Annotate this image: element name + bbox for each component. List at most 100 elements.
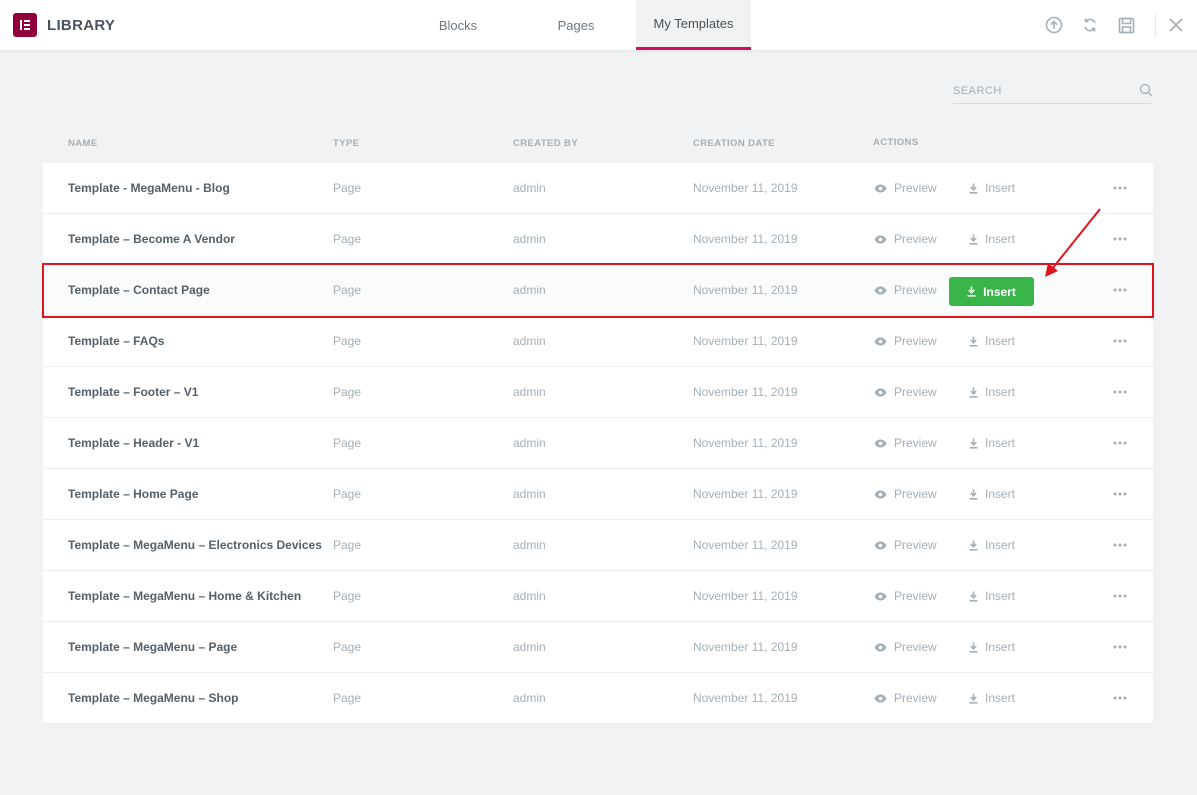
template-type: Page <box>333 589 362 603</box>
search-input[interactable] <box>953 80 1133 102</box>
more-options-icon[interactable] <box>1112 691 1128 705</box>
insert-link-label: Insert <box>985 538 1016 552</box>
insert-link[interactable]: Insert <box>969 622 1015 672</box>
download-icon <box>969 591 985 602</box>
tab-pages[interactable]: Pages <box>557 17 595 33</box>
tab-blocks[interactable]: Blocks <box>438 17 478 33</box>
insert-link[interactable]: Insert <box>969 571 1015 621</box>
template-date: November 11, 2019 <box>693 589 798 603</box>
search-box <box>953 80 1153 104</box>
insert-link[interactable]: Insert <box>969 469 1015 519</box>
preview-link[interactable]: Preview <box>874 469 937 519</box>
sync-icon[interactable] <box>1079 14 1101 36</box>
more-options-icon[interactable] <box>1112 538 1128 552</box>
column-header-type[interactable]: TYPE <box>333 138 360 149</box>
preview-link[interactable]: Preview <box>874 316 937 366</box>
download-icon <box>969 642 985 653</box>
insert-link[interactable]: Insert <box>969 520 1015 570</box>
preview-link[interactable]: Preview <box>874 622 937 672</box>
table-row[interactable]: Template – Footer – V1 Page admin November … <box>43 367 1153 418</box>
table-row[interactable]: Template – MegaMenu – Electronics Device… <box>43 520 1153 571</box>
insert-link-label: Insert <box>985 640 1016 654</box>
eye-icon <box>874 592 894 601</box>
template-name: Template – Header - V1 <box>68 436 200 450</box>
table-row[interactable]: Template – Header - V1 Page admin November … <box>43 418 1153 469</box>
template-author: admin <box>513 691 546 705</box>
preview-link[interactable]: Preview <box>874 214 937 264</box>
more-options-icon[interactable] <box>1112 385 1128 399</box>
preview-link-label: Preview <box>894 334 937 348</box>
insert-link-label: Insert <box>985 487 1016 501</box>
more-options-icon[interactable] <box>1112 334 1128 348</box>
eye-icon <box>874 388 894 397</box>
column-header-created-by[interactable]: CREATED BY <box>513 138 579 149</box>
template-date: November 11, 2019 <box>693 487 798 501</box>
upload-icon[interactable] <box>1043 14 1065 36</box>
insert-link-label: Insert <box>985 436 1016 450</box>
more-options-icon[interactable] <box>1112 232 1128 246</box>
close-icon[interactable] <box>1165 14 1187 36</box>
more-options-icon[interactable] <box>1112 283 1128 297</box>
template-author: admin <box>513 487 546 501</box>
preview-link-label: Preview <box>894 181 937 195</box>
table-row[interactable]: Template – Contact Page Page admin November… <box>43 265 1153 316</box>
table-row[interactable]: Template – MegaMenu – Shop Page admin Novem… <box>43 673 1153 724</box>
column-header-actions: ACTIONS <box>873 137 919 148</box>
template-author: admin <box>513 385 546 399</box>
preview-link[interactable]: Preview <box>874 163 937 213</box>
insert-link-label: Insert <box>985 334 1016 348</box>
template-name: Template – MegaMenu – Shop <box>68 691 239 705</box>
preview-link-label: Preview <box>894 538 937 552</box>
more-options-icon[interactable] <box>1112 436 1128 450</box>
templates-table: Template - MegaMenu - Blog Page admin Novem… <box>43 163 1153 724</box>
insert-link[interactable]: Insert <box>969 316 1015 366</box>
template-type: Page <box>333 232 362 246</box>
download-icon <box>969 387 985 398</box>
header-divider <box>1155 13 1156 37</box>
table-row[interactable]: Template – MegaMenu – Page Page admin Novem… <box>43 622 1153 673</box>
insert-link[interactable]: Insert <box>969 163 1015 213</box>
download-icon <box>969 234 985 245</box>
table-row[interactable]: Template – Home Page Page admin November 11… <box>43 469 1153 520</box>
download-icon <box>969 183 985 194</box>
library-title: LIBRARY <box>47 17 116 34</box>
insert-link[interactable]: Insert <box>969 367 1015 417</box>
eye-icon <box>874 286 894 295</box>
tab-my-templates[interactable]: My Templates <box>636 0 751 50</box>
preview-link[interactable]: Preview <box>874 571 937 621</box>
template-date: November 11, 2019 <box>693 283 798 297</box>
more-options-icon[interactable] <box>1112 640 1128 654</box>
more-options-icon[interactable] <box>1112 181 1128 195</box>
download-icon <box>969 693 985 704</box>
save-icon[interactable] <box>1115 14 1137 36</box>
insert-link-label: Insert <box>985 232 1016 246</box>
eye-icon <box>874 439 894 448</box>
template-name: Template – Footer – V1 <box>68 385 199 399</box>
preview-link[interactable]: Preview <box>874 265 937 315</box>
table-row[interactable]: Template - MegaMenu - Blog Page admin Novem… <box>43 163 1153 214</box>
template-author: admin <box>513 334 546 348</box>
more-options-icon[interactable] <box>1112 487 1128 501</box>
column-header-name[interactable]: NAME <box>68 138 98 149</box>
preview-link[interactable]: Preview <box>874 418 937 468</box>
eye-icon <box>874 541 894 550</box>
eye-icon <box>874 694 894 703</box>
preview-link-label: Preview <box>894 589 937 603</box>
insert-link[interactable]: Insert <box>969 214 1015 264</box>
insert-button[interactable]: Insert <box>949 277 1034 306</box>
preview-link-label: Preview <box>894 487 937 501</box>
table-row[interactable]: Template – MegaMenu – Home & Kitchen Page… <box>43 571 1153 622</box>
table-row[interactable]: Template – FAQs Page admin November 11, 201… <box>43 316 1153 367</box>
preview-link[interactable]: Preview <box>874 367 937 417</box>
table-row[interactable]: Template – Become A Vendor Page admin Novem… <box>43 214 1153 265</box>
more-options-icon[interactable] <box>1112 589 1128 603</box>
insert-link[interactable]: Insert <box>969 418 1015 468</box>
column-header-creation-date[interactable]: CREATION DATE <box>693 138 775 149</box>
search-icon[interactable] <box>1139 83 1153 102</box>
library-header: LIBRARY Blocks Pages My Templates <box>0 0 1197 50</box>
preview-link[interactable]: Preview <box>874 520 937 570</box>
insert-link[interactable]: Insert <box>969 673 1015 723</box>
preview-link-label: Preview <box>894 232 937 246</box>
template-type: Page <box>333 691 362 705</box>
preview-link[interactable]: Preview <box>874 673 937 723</box>
